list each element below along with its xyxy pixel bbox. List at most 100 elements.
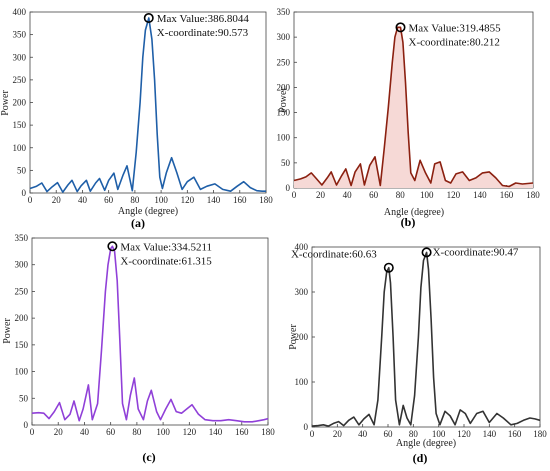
y-tick-label-c: 250 <box>15 286 29 296</box>
x-tick-label-d: 80 <box>409 429 419 439</box>
y-tick-label-a: 50 <box>17 165 27 175</box>
y-tick-label-c: 200 <box>15 313 29 323</box>
x-tick-label-b: 160 <box>500 190 514 200</box>
peak-annotation-a: Max Value:386.8044 <box>157 13 250 25</box>
x-tick-label-c: 60 <box>106 427 116 437</box>
caption-c: (c) <box>142 450 155 464</box>
y-tick-label-b: 350 <box>277 7 291 17</box>
series-area-b <box>294 27 533 188</box>
peak-annotation-b: X-coordinate:80.212 <box>409 36 500 48</box>
y-axis-label-d: Power <box>288 324 299 350</box>
y-tick-label-a: 200 <box>13 98 27 108</box>
y-tick-label-b: 150 <box>277 108 291 118</box>
x-tick-label-c: 160 <box>235 427 249 437</box>
x-tick-label-a: 80 <box>130 195 140 205</box>
series-line-a <box>29 17 266 193</box>
y-tick-label-a: 300 <box>13 52 27 62</box>
x-tick-label-c: 80 <box>132 427 142 437</box>
y-axis-label-c: Power <box>2 318 13 344</box>
y-axis-label-b: Power <box>278 87 289 113</box>
x-tick-label-b: 180 <box>526 190 540 200</box>
series-line-c <box>31 245 269 423</box>
y-tick-label-b: 250 <box>277 57 291 67</box>
y-tick-label-d: 200 <box>295 332 309 342</box>
y-tick-label-b: 50 <box>281 158 291 168</box>
y-tick-label-b: 300 <box>277 32 291 42</box>
x-tick-label-b: 0 <box>292 190 297 200</box>
x-tick-label-b: 60 <box>369 190 379 200</box>
x-tick-label-b: 80 <box>396 190 406 200</box>
x-tick-label-a: 140 <box>207 195 221 205</box>
caption-d: (d) <box>413 451 428 465</box>
peak-marker-c <box>107 241 118 252</box>
series-line-d <box>311 251 541 427</box>
x-tick-label-d: 40 <box>358 429 368 439</box>
plot-frame-c <box>31 237 269 426</box>
y-tick-label-a: 350 <box>13 30 27 40</box>
caption-b: (b) <box>401 215 416 229</box>
y-tick-label-c: 150 <box>15 340 29 350</box>
x-tick-label-a: 60 <box>104 195 114 205</box>
x-tick-label-a: 40 <box>78 195 88 205</box>
x-tick-label-d: 140 <box>483 429 497 439</box>
y-tick-label-c: 300 <box>15 260 29 270</box>
y-tick-label-d: 0 <box>304 422 309 432</box>
y-tick-label-a: 100 <box>13 143 27 153</box>
plot-frame-d <box>311 246 541 428</box>
x-tick-label-b: 100 <box>420 190 434 200</box>
x-tick-label-d: 20 <box>333 429 343 439</box>
y-tick-label-b: 100 <box>277 133 291 143</box>
x-tick-label-a: 0 <box>28 195 33 205</box>
peak-marker-d <box>421 247 432 258</box>
peak-annotation-b: Max Value:319.4855 <box>409 22 502 34</box>
x-tick-label-c: 100 <box>156 427 170 437</box>
x-tick-label-a: 180 <box>259 195 273 205</box>
y-tick-label-a: 150 <box>13 120 27 130</box>
x-tick-label-a: 160 <box>233 195 247 205</box>
peak-annotation-c: X-coordinate:61.315 <box>120 255 212 267</box>
x-tick-label-d: 60 <box>384 429 394 439</box>
peak-annotation-d: X-coordinate:60.63 <box>291 249 377 261</box>
x-tick-label-c: 20 <box>54 427 64 437</box>
peak-marker-b <box>395 22 406 33</box>
x-tick-label-b: 40 <box>343 190 353 200</box>
x-tick-label-b: 140 <box>473 190 487 200</box>
peak-annotation-c: Max Value:334.5211 <box>120 241 212 253</box>
x-tick-label-d: 100 <box>432 429 446 439</box>
peak-marker-a <box>143 12 154 23</box>
x-tick-label-a: 120 <box>181 195 195 205</box>
y-tick-label-b: 0 <box>286 183 291 193</box>
y-tick-label-b: 200 <box>277 82 291 92</box>
x-tick-label-a: 100 <box>154 195 168 205</box>
y-axis-label-a: Power <box>0 90 11 116</box>
y-tick-label-a: 0 <box>22 188 27 198</box>
x-tick-label-d: 120 <box>457 429 471 439</box>
y-tick-label-d: 400 <box>295 242 309 252</box>
y-tick-label-c: 350 <box>15 233 29 243</box>
x-tick-label-c: 120 <box>183 427 197 437</box>
y-tick-label-d: 100 <box>295 377 309 387</box>
x-tick-label-c: 140 <box>209 427 223 437</box>
caption-a: (a) <box>131 216 145 230</box>
y-tick-label-a: 250 <box>13 75 27 85</box>
peak-annotation-a: X-coordinate:90.573 <box>157 27 249 39</box>
series-line-b <box>293 26 534 188</box>
x-tick-label-b: 20 <box>316 190 326 200</box>
y-tick-label-a: 400 <box>13 7 27 17</box>
x-axis-label-b: Angle (degree) <box>384 207 444 218</box>
x-tick-label-d: 160 <box>508 429 522 439</box>
y-tick-label-d: 300 <box>295 287 309 297</box>
x-tick-label-a: 20 <box>52 195 62 205</box>
x-tick-label-d: 0 <box>310 429 315 439</box>
x-tick-label-c: 40 <box>80 427 90 437</box>
x-tick-label-c: 180 <box>261 427 275 437</box>
y-tick-label-c: 0 <box>24 420 29 430</box>
plot-frame-a <box>29 11 267 194</box>
peak-annotation-d: X-coordinate:90.47 <box>433 246 519 258</box>
x-tick-label-d: 180 <box>533 429 547 439</box>
x-axis-label-d: Angle (degree) <box>396 438 456 449</box>
x-tick-label-b: 120 <box>447 190 461 200</box>
peak-marker-d <box>383 262 394 273</box>
